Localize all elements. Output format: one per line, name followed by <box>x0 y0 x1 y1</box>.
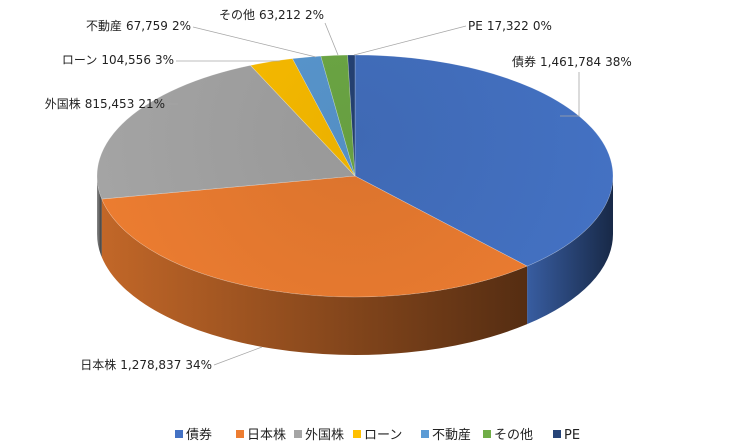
data-label-2: 日本株 1,278,837 34% <box>80 357 212 372</box>
legend-swatch-5 <box>421 430 429 438</box>
legend-item-3[interactable]: 外国株 <box>294 428 344 443</box>
data-label-percent-1: 38% <box>605 55 632 69</box>
data-label-7: PE 17,322 0% <box>468 19 552 33</box>
data-label-category-6: その他 <box>219 8 255 22</box>
legend-label-6: その他 <box>494 428 533 443</box>
data-label-category-3: 外国株 <box>45 96 81 111</box>
data-label-percent-3: 21% <box>138 97 165 111</box>
leader-line-5 <box>192 26 317 58</box>
data-label-category-4: ローン <box>62 53 97 67</box>
data-label-1: 債券 1,461,784 38% <box>512 54 632 69</box>
slice-5 <box>292 55 356 177</box>
data-label-value-7: 17,322 <box>487 19 529 33</box>
data-label-category-5: 不動産 <box>86 18 122 33</box>
pie-sides <box>97 176 613 355</box>
legend: 債券 日本株 外国株 ローン 不動産 その他 PE <box>175 427 580 443</box>
slice-6 <box>320 54 356 177</box>
leader-line-1 <box>560 72 580 117</box>
legend-label-7: PE <box>564 428 580 443</box>
data-label-value-2: 1,278,837 <box>120 358 181 372</box>
leader-lines <box>167 22 580 366</box>
legend-swatch-2 <box>236 430 244 438</box>
data-label-percent-4: 3% <box>155 53 174 67</box>
legend-swatch-1 <box>175 430 183 438</box>
slice-4 <box>249 58 356 177</box>
data-label-6: その他 63,212 2% <box>219 8 324 22</box>
pie-tops <box>96 54 614 298</box>
legend-item-4[interactable]: ローン <box>353 428 402 443</box>
slice-side-3 <box>97 176 102 258</box>
slice-side-2 <box>101 199 528 355</box>
legend-label-3: 外国株 <box>305 428 344 443</box>
leader-line-2 <box>213 346 263 366</box>
legend-swatch-3 <box>294 430 302 438</box>
data-labels: 債券 1,461,784 38%日本株 1,278,837 34%外国株 815,453 2… <box>45 8 632 372</box>
legend-label-5: 不動産 <box>432 427 471 443</box>
legend-swatch-6 <box>483 430 491 438</box>
leader-line-6 <box>324 22 339 56</box>
legend-swatch-7 <box>553 430 561 438</box>
data-label-3: 外国株 815,453 21% <box>45 96 165 111</box>
data-label-category-7: PE <box>468 19 483 33</box>
slice-2 <box>101 175 528 298</box>
legend-swatch-4 <box>353 430 361 438</box>
data-label-value-3: 815,453 <box>85 97 135 111</box>
legend-label-1: 債券 <box>186 427 212 443</box>
legend-item-5[interactable]: 不動産 <box>421 427 471 443</box>
data-label-value-6: 63,212 <box>259 8 301 22</box>
data-label-percent-2: 34% <box>185 358 212 372</box>
data-label-percent-5: 2% <box>172 19 191 33</box>
legend-label-4: ローン <box>364 428 402 443</box>
legend-item-1[interactable]: 債券 <box>175 427 212 443</box>
data-label-value-1: 1,461,784 <box>540 55 601 69</box>
slice-1 <box>354 54 614 267</box>
data-label-4: ローン 104,556 3% <box>62 53 174 67</box>
legend-item-7[interactable]: PE <box>553 428 580 443</box>
legend-label-2: 日本株 <box>247 428 286 443</box>
legend-item-6[interactable]: その他 <box>483 428 533 443</box>
data-label-percent-7: 0% <box>533 19 552 33</box>
slice-3 <box>96 65 356 200</box>
data-label-5: 不動産 67,759 2% <box>86 18 191 33</box>
data-label-value-4: 104,556 <box>101 53 151 67</box>
data-label-value-5: 67,759 <box>126 19 168 33</box>
data-label-category-1: 債券 <box>512 54 536 69</box>
leader-line-7 <box>353 25 467 56</box>
legend-item-2[interactable]: 日本株 <box>236 428 286 443</box>
data-label-category-2: 日本株 <box>80 357 116 372</box>
data-label-percent-6: 2% <box>305 8 324 22</box>
slice-side-1 <box>527 176 613 325</box>
